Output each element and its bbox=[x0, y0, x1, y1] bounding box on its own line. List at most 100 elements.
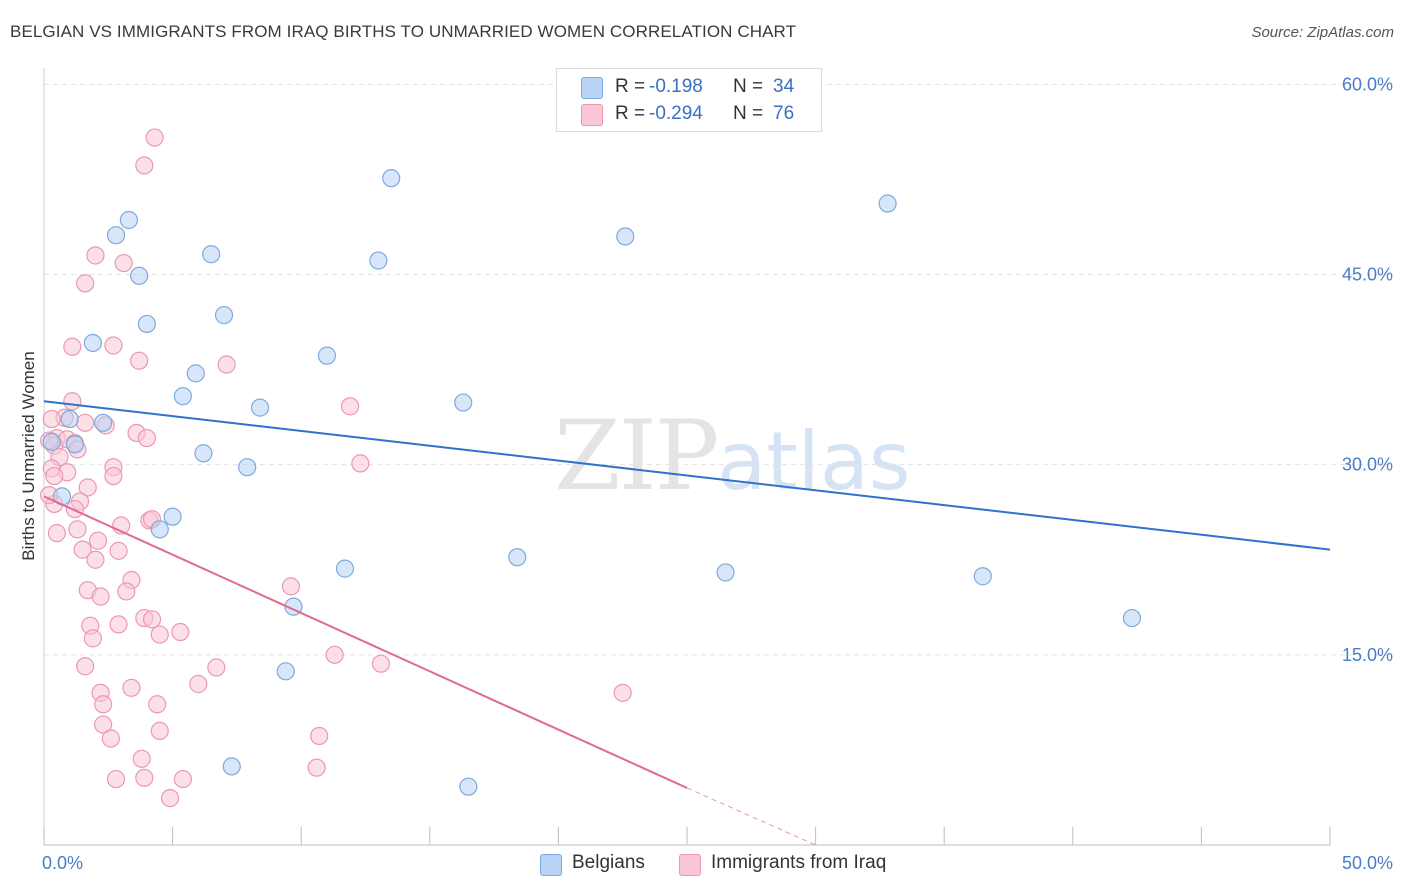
iraq-point bbox=[68, 520, 87, 539]
iraq-point bbox=[117, 582, 136, 601]
iraq-point bbox=[78, 478, 97, 497]
r-label: R = bbox=[615, 103, 646, 124]
iraq-point bbox=[42, 409, 61, 429]
axes bbox=[43, 68, 1331, 846]
belgian-point bbox=[83, 333, 102, 353]
y-tick-label: 30.0% bbox=[1342, 455, 1393, 475]
belgian-point bbox=[716, 563, 735, 582]
legend-label: Immigrants from Iraq bbox=[711, 852, 887, 873]
y-tick-label: 60.0% bbox=[1342, 74, 1393, 94]
x-tick-label: 0.0% bbox=[42, 853, 83, 873]
iraq-point bbox=[340, 397, 360, 416]
iraq-point bbox=[207, 658, 226, 677]
iraq-point bbox=[45, 466, 64, 486]
iraq-point bbox=[173, 769, 192, 789]
iraq-point bbox=[325, 645, 344, 664]
iraq-point bbox=[148, 695, 167, 714]
belgian-point bbox=[137, 314, 156, 334]
belgian-point bbox=[238, 458, 257, 477]
belgian-point bbox=[616, 227, 635, 246]
watermark-atlas: atlas bbox=[717, 415, 911, 508]
iraq-point bbox=[86, 550, 105, 569]
y-axis-label: Births to Unmarried Women bbox=[19, 351, 38, 560]
iraq-point bbox=[91, 587, 110, 606]
belgian-point bbox=[194, 444, 213, 463]
iraq-swatch bbox=[679, 854, 701, 876]
iraq-point bbox=[63, 337, 82, 356]
n-label: N = bbox=[733, 76, 764, 97]
iraq-point bbox=[76, 274, 95, 293]
iraq-point bbox=[613, 683, 632, 702]
iraq-point bbox=[88, 531, 108, 550]
belgian-point bbox=[150, 520, 169, 539]
belgian-point bbox=[878, 194, 897, 213]
iraq-point bbox=[101, 729, 120, 748]
iraq-trend-line bbox=[43, 495, 688, 789]
watermark-zip: ZIP bbox=[554, 400, 719, 512]
iraq-point bbox=[135, 768, 154, 787]
series-legend: Belgians Immigrants from Iraq bbox=[0, 852, 1406, 878]
iraq-point bbox=[130, 351, 149, 370]
belgians-swatch bbox=[581, 77, 603, 99]
tick-labels: 15.0% 30.0% 45.0% 60.0% 0.0% 50.0% bbox=[42, 74, 1393, 873]
belgian-point bbox=[508, 548, 527, 567]
iraq-point bbox=[160, 788, 180, 808]
belgian-point bbox=[335, 559, 355, 578]
iraq-point bbox=[150, 721, 169, 741]
belgian-point bbox=[202, 245, 221, 264]
trend-lines bbox=[43, 400, 1331, 846]
belgian-point bbox=[276, 662, 295, 681]
belgian-point bbox=[106, 226, 126, 245]
belgian-point bbox=[973, 567, 992, 586]
iraq-point bbox=[65, 499, 84, 519]
n-label: N = bbox=[733, 103, 764, 124]
iraq-point bbox=[142, 610, 162, 629]
belgian-point bbox=[65, 435, 84, 454]
belgian-point bbox=[222, 757, 241, 776]
iraq-point bbox=[217, 355, 236, 374]
belgian-point bbox=[186, 364, 205, 383]
watermark: ZIPatlas bbox=[554, 400, 911, 512]
iraq-point bbox=[63, 392, 82, 411]
iraq-point bbox=[281, 577, 301, 596]
r-label: R = bbox=[615, 76, 646, 97]
r-value: -0.294 bbox=[649, 103, 703, 124]
iraq-point bbox=[73, 540, 92, 559]
belgian-point bbox=[317, 346, 337, 365]
iraq-point bbox=[310, 726, 329, 746]
n-value: 34 bbox=[773, 76, 795, 97]
belgian-points bbox=[42, 169, 1142, 796]
source-credit: Source: ZipAtlas.com bbox=[1251, 24, 1394, 41]
iraq-point bbox=[94, 695, 113, 714]
iraq-point bbox=[76, 413, 95, 432]
iraq-trend-extension bbox=[686, 787, 816, 846]
iraq-point bbox=[189, 674, 208, 694]
belgians-swatch bbox=[540, 854, 562, 876]
belgian-point bbox=[42, 432, 61, 451]
iraq-point bbox=[106, 769, 126, 789]
belgian-point bbox=[459, 777, 478, 796]
iraq-point bbox=[371, 654, 391, 673]
iraq-point bbox=[76, 657, 95, 676]
iraq-point bbox=[132, 749, 151, 768]
iraq-point bbox=[145, 128, 164, 147]
belgian-point bbox=[130, 266, 149, 285]
iraq-point bbox=[104, 466, 123, 486]
iraq-point bbox=[94, 715, 113, 734]
iraq-swatch bbox=[581, 104, 603, 126]
iraq-point bbox=[135, 156, 154, 175]
iraq-point bbox=[83, 629, 102, 648]
belgian-point bbox=[94, 413, 113, 432]
iraq-point bbox=[47, 524, 66, 543]
belgian-point bbox=[173, 387, 192, 406]
iraq-point bbox=[109, 541, 128, 560]
legend-label: Belgians bbox=[572, 852, 645, 873]
chart-title: BELGIAN VS IMMIGRANTS FROM IRAQ BIRTHS T… bbox=[10, 22, 797, 41]
iraq-point bbox=[109, 615, 128, 634]
belgian-point bbox=[214, 305, 234, 325]
iraq-point bbox=[150, 625, 169, 644]
iraq-point bbox=[307, 758, 326, 777]
belgian-point bbox=[250, 398, 270, 417]
belgian-point bbox=[454, 393, 473, 412]
